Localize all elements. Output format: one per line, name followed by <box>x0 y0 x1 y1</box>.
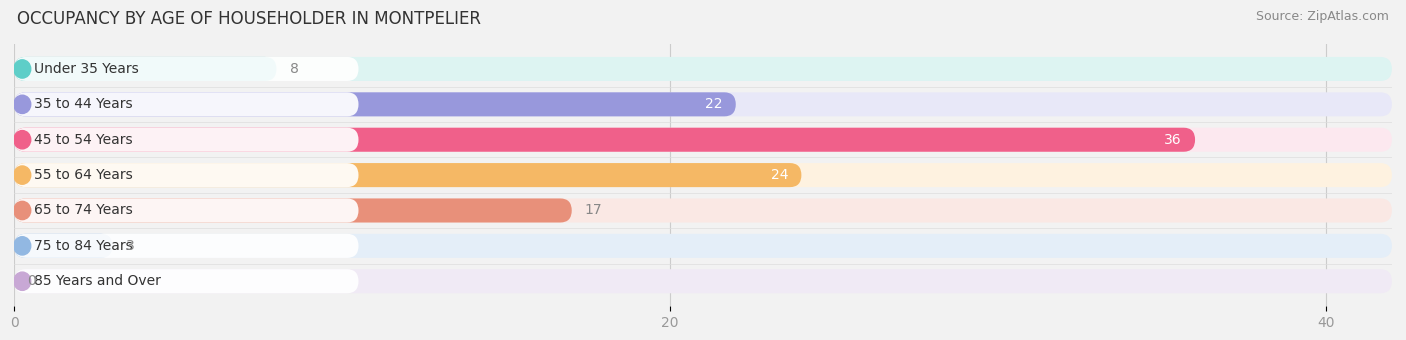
FancyBboxPatch shape <box>14 57 359 81</box>
Circle shape <box>14 131 31 149</box>
FancyBboxPatch shape <box>14 199 1392 222</box>
Circle shape <box>14 201 31 220</box>
Text: Under 35 Years: Under 35 Years <box>34 62 139 76</box>
Text: 45 to 54 Years: 45 to 54 Years <box>34 133 132 147</box>
Text: 8: 8 <box>290 62 298 76</box>
Circle shape <box>14 166 31 184</box>
FancyBboxPatch shape <box>14 57 1392 81</box>
Text: 3: 3 <box>125 239 135 253</box>
Circle shape <box>14 272 31 290</box>
FancyBboxPatch shape <box>14 199 572 222</box>
Text: 36: 36 <box>1164 133 1182 147</box>
Text: 0: 0 <box>27 274 37 288</box>
FancyBboxPatch shape <box>14 128 1392 152</box>
FancyBboxPatch shape <box>14 234 359 258</box>
Circle shape <box>14 237 31 255</box>
FancyBboxPatch shape <box>14 269 359 293</box>
Text: 55 to 64 Years: 55 to 64 Years <box>34 168 132 182</box>
FancyBboxPatch shape <box>14 57 277 81</box>
Text: 75 to 84 Years: 75 to 84 Years <box>34 239 132 253</box>
Text: 22: 22 <box>706 97 723 111</box>
FancyBboxPatch shape <box>14 163 359 187</box>
FancyBboxPatch shape <box>14 128 1195 152</box>
FancyBboxPatch shape <box>14 269 1392 293</box>
FancyBboxPatch shape <box>14 128 359 152</box>
Text: 35 to 44 Years: 35 to 44 Years <box>34 97 132 111</box>
Text: OCCUPANCY BY AGE OF HOUSEHOLDER IN MONTPELIER: OCCUPANCY BY AGE OF HOUSEHOLDER IN MONTP… <box>17 10 481 28</box>
Text: Source: ZipAtlas.com: Source: ZipAtlas.com <box>1256 10 1389 23</box>
Text: 17: 17 <box>585 203 603 218</box>
FancyBboxPatch shape <box>14 92 359 116</box>
Text: 24: 24 <box>770 168 789 182</box>
Text: 65 to 74 Years: 65 to 74 Years <box>34 203 132 218</box>
FancyBboxPatch shape <box>14 163 1392 187</box>
FancyBboxPatch shape <box>14 92 735 116</box>
Circle shape <box>14 60 31 78</box>
Circle shape <box>14 95 31 114</box>
FancyBboxPatch shape <box>14 199 359 222</box>
FancyBboxPatch shape <box>14 234 1392 258</box>
FancyBboxPatch shape <box>14 234 112 258</box>
FancyBboxPatch shape <box>14 163 801 187</box>
FancyBboxPatch shape <box>14 92 1392 116</box>
Text: 85 Years and Over: 85 Years and Over <box>34 274 160 288</box>
